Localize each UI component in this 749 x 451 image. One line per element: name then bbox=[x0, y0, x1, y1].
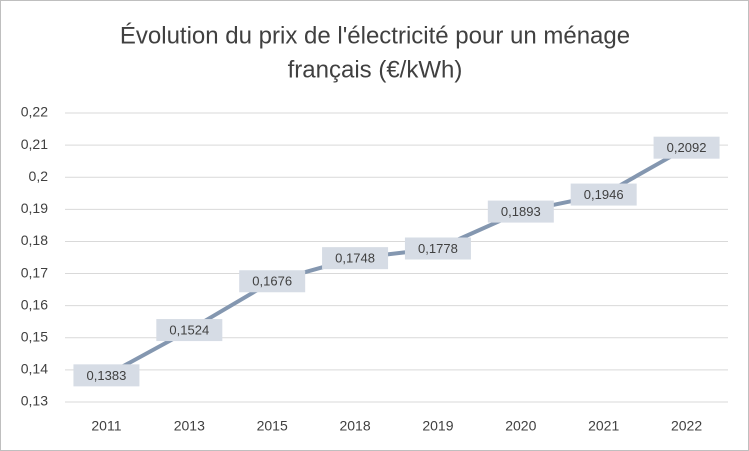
chart-title: Évolution du prix de l'électricité pour … bbox=[120, 22, 630, 49]
x-tick-label: 2020 bbox=[505, 418, 536, 434]
value-label: 0,1946 bbox=[584, 187, 624, 202]
value-label-box bbox=[156, 319, 223, 342]
chart-title: français (€/kWh) bbox=[288, 56, 463, 83]
value-label: 0,1748 bbox=[335, 251, 375, 266]
value-label-box bbox=[73, 364, 140, 387]
y-tick-label: 0,19 bbox=[21, 200, 48, 216]
x-tick-label: 2015 bbox=[257, 418, 288, 434]
value-label: 0,1893 bbox=[501, 204, 541, 219]
value-label-box bbox=[653, 136, 720, 159]
y-tick-label: 0,14 bbox=[21, 361, 48, 377]
value-label: 0,1778 bbox=[418, 241, 458, 256]
value-label: 0,1383 bbox=[87, 368, 127, 383]
value-label-box bbox=[239, 270, 306, 293]
x-tick-label: 2018 bbox=[339, 418, 370, 434]
value-label-box bbox=[322, 247, 389, 270]
value-label-box bbox=[404, 237, 471, 260]
y-tick-label: 0,15 bbox=[21, 328, 48, 344]
y-tick-label: 0,13 bbox=[21, 393, 48, 409]
x-tick-label: 2013 bbox=[174, 418, 205, 434]
x-tick-label: 2021 bbox=[588, 418, 619, 434]
y-tick-label: 0,21 bbox=[21, 136, 48, 152]
value-label-box bbox=[487, 200, 554, 223]
value-label: 0,2092 bbox=[667, 140, 707, 155]
value-label-box bbox=[570, 183, 637, 206]
x-tick-label: 2019 bbox=[422, 418, 453, 434]
y-tick-label: 0,22 bbox=[21, 104, 48, 120]
y-tick-label: 0,17 bbox=[21, 264, 48, 280]
y-tick-label: 0,2 bbox=[29, 168, 49, 184]
x-tick-label: 2011 bbox=[91, 418, 121, 434]
value-label: 0,1676 bbox=[252, 274, 292, 289]
y-tick-label: 0,18 bbox=[21, 232, 48, 248]
y-tick-label: 0,16 bbox=[21, 296, 48, 312]
value-label: 0,1524 bbox=[169, 323, 209, 338]
x-tick-label: 2022 bbox=[671, 418, 702, 434]
